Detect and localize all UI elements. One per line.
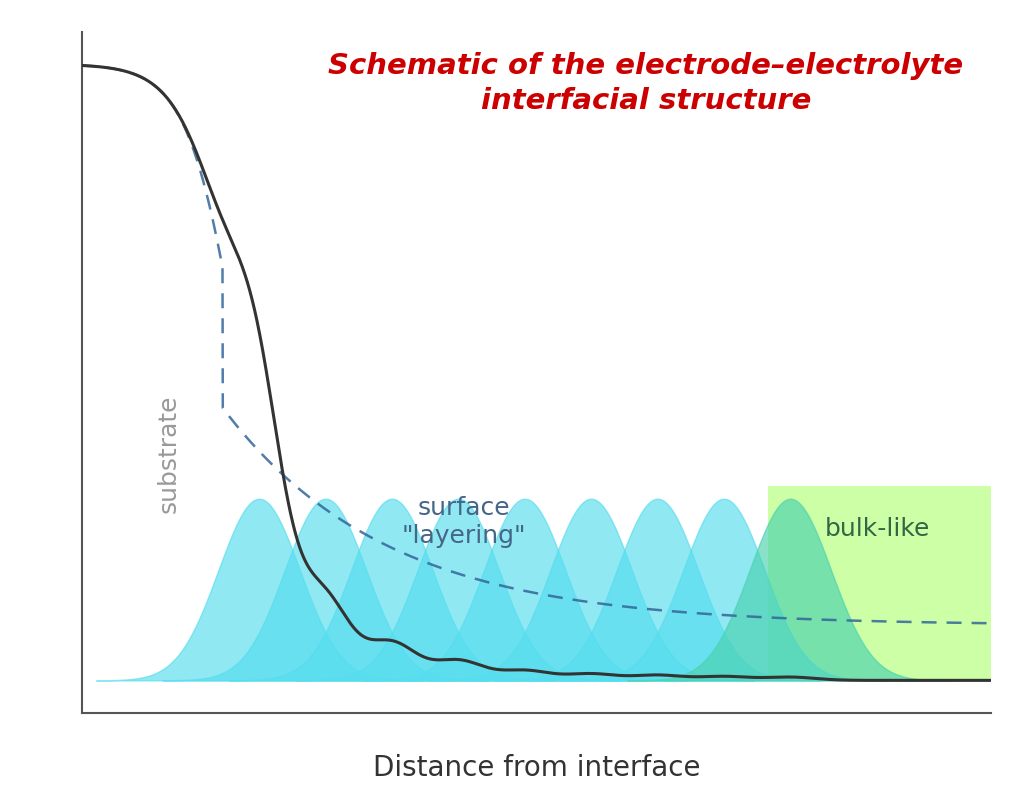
Text: Distance from interface: Distance from interface [373,754,700,782]
Bar [769,485,991,680]
Text: substrate: substrate [156,394,180,513]
Text: Schematic of the electrode–electrolyte
interfacial structure: Schematic of the electrode–electrolyte i… [328,52,964,115]
Text: bulk-like: bulk-like [825,517,930,541]
Text: surface
"layering": surface "layering" [402,496,526,549]
